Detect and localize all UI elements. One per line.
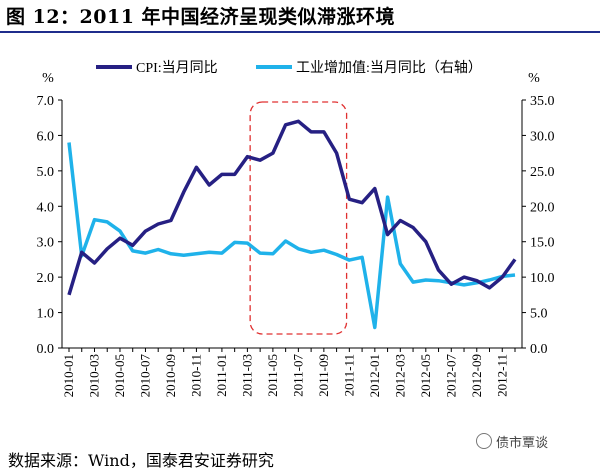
x-tick-label: 2011-05 <box>265 354 280 397</box>
x-tick-label: 2011-03 <box>239 354 254 397</box>
x-tick-label: 2010-07 <box>137 354 152 398</box>
title-rule <box>0 31 600 33</box>
right-tick-label: 5.0 <box>530 307 548 322</box>
cpi-series-line <box>67 119 517 296</box>
x-tick-label: 2011-09 <box>316 354 331 397</box>
left-tick-label: 6.0 <box>37 129 55 144</box>
x-tick-label: 2012-07 <box>443 354 458 398</box>
x-tick-label: 2010-11 <box>188 354 203 397</box>
right-tick-label: 25.0 <box>530 165 555 180</box>
left-tick-label: 4.0 <box>37 200 55 215</box>
left-tick-label: 1.0 <box>37 307 55 322</box>
left-tick-label: 3.0 <box>37 236 55 251</box>
source-note: 数据来源：Wind，国泰君安证券研究 <box>8 451 274 470</box>
x-tick-label: 2010-05 <box>112 354 127 397</box>
x-tick-label: 2012-01 <box>367 354 382 397</box>
highlight-box <box>249 101 348 335</box>
wechat-icon <box>476 433 492 449</box>
x-tick-label: 2012-11 <box>494 354 509 397</box>
right-axis-unit: % <box>528 71 540 86</box>
x-tick-label: 2012-03 <box>392 354 407 397</box>
left-tick-label: 7.0 <box>37 94 55 109</box>
right-tick-label: 10.0 <box>530 271 555 286</box>
legend-ip-label: 工业增加值:当月同比（右轴） <box>296 60 482 76</box>
x-tick-label: 2011-07 <box>290 354 305 397</box>
right-tick-label: 15.0 <box>530 236 555 251</box>
x-tick-label: 2011-01 <box>214 354 229 397</box>
x-tick-label: 2012-05 <box>418 354 433 397</box>
left-tick-label: 0.0 <box>37 342 55 357</box>
right-tick-label: 35.0 <box>530 94 555 109</box>
left-axis-unit: % <box>42 71 54 86</box>
x-tick-label: 2011-11 <box>341 354 356 396</box>
right-tick-label: 20.0 <box>530 200 555 215</box>
watermark-text: 债市覃谈 <box>496 436 549 451</box>
left-tick-label: 2.0 <box>37 271 55 286</box>
x-tick-label: 2010-01 <box>61 354 76 397</box>
figure-title: 图 12：2011 年中国经济呈现类似滞涨环境 <box>6 6 396 28</box>
watermark: 债市覃谈 <box>476 432 548 451</box>
x-tick-label: 2010-09 <box>163 354 178 397</box>
right-tick-label: 30.0 <box>530 129 555 144</box>
ip-series-line <box>67 142 516 330</box>
left-tick-label: 5.0 <box>37 165 55 180</box>
x-tick-label: 2012-09 <box>469 354 484 397</box>
right-tick-label: 0.0 <box>530 342 548 357</box>
legend-cpi-label: CPI:当月同比 <box>136 60 218 76</box>
x-tick-label: 2010-03 <box>86 354 101 397</box>
